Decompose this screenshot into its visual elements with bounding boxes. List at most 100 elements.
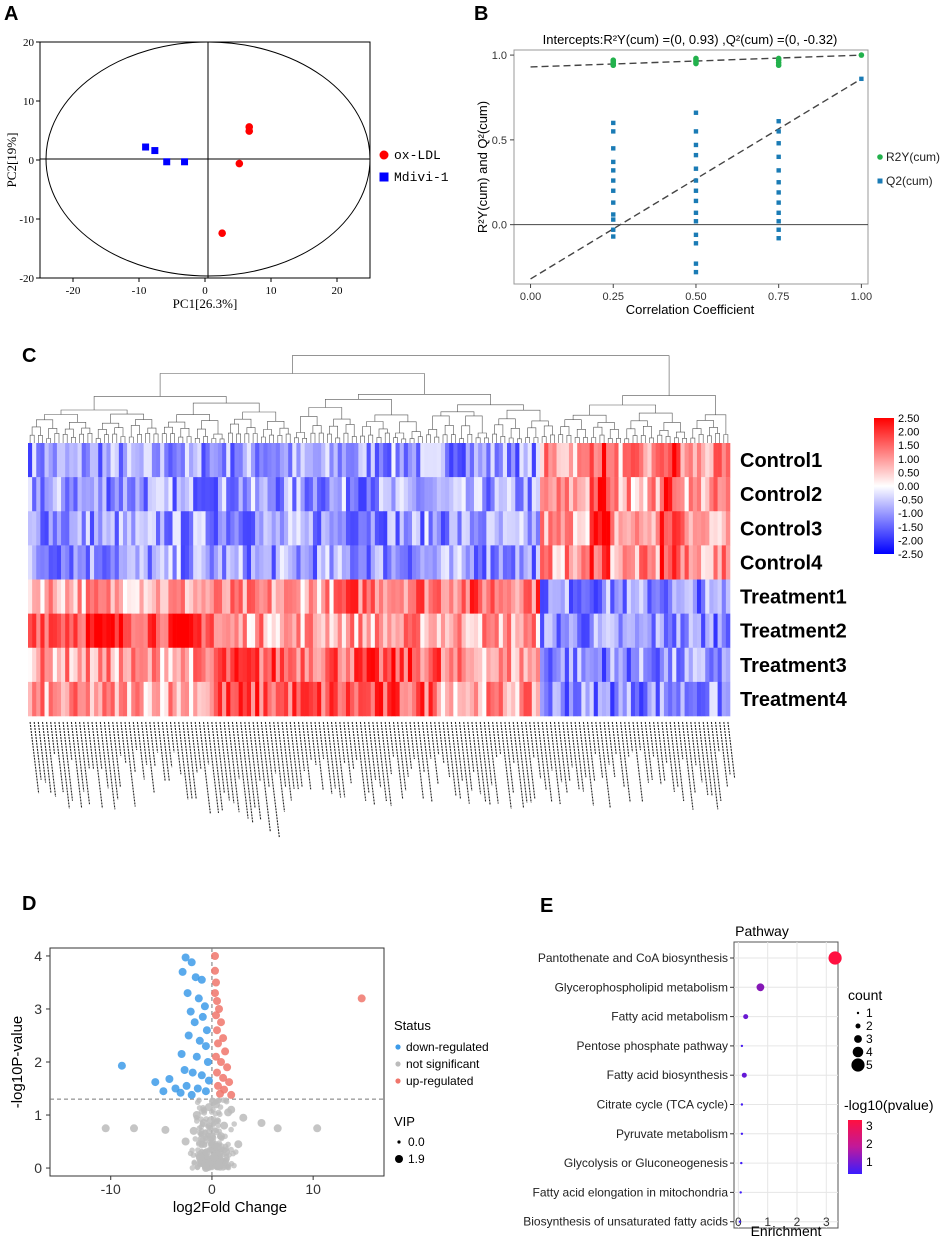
volcano-y-tick-label: 3 [34, 1001, 42, 1017]
metabolite-label-stroke [70, 721, 83, 808]
heatmap-cell [151, 613, 157, 649]
heatmap-cell [213, 545, 219, 580]
heatmap-cell [717, 647, 723, 683]
metabolite-label-stroke [719, 721, 728, 787]
heatmap-cell [271, 613, 277, 649]
heatmap-cell [362, 579, 367, 614]
heatmap-cell [267, 545, 272, 580]
dendrogram-branch [459, 438, 464, 443]
heatmap-cell [713, 681, 718, 717]
volcano-point [219, 1034, 228, 1043]
volcano-point [225, 1078, 234, 1087]
dendrogram-branch [576, 429, 586, 438]
heatmap-cell [222, 647, 227, 683]
heatmap-cell [267, 511, 272, 546]
heatmap-cell [197, 647, 202, 683]
heatmap-cell [383, 681, 388, 717]
heatmap-cell [201, 681, 206, 717]
heatmap-cell [531, 443, 537, 478]
permutation-point [693, 178, 699, 183]
heatmap-cell [589, 579, 595, 614]
dendrogram-branch [409, 438, 415, 443]
heatmap-cell [73, 647, 78, 683]
heatmap-cell [267, 681, 272, 717]
heatmap-cell [197, 443, 202, 478]
heatmap-cell [473, 443, 479, 478]
heatmap-cell [395, 647, 400, 683]
heatmap-cell [127, 511, 132, 546]
heatmap-cell [77, 477, 82, 512]
metabolite-label-stroke [161, 721, 170, 782]
heatmap-cell [317, 477, 322, 512]
heatmap-cell [246, 511, 252, 546]
metabolite-label-stroke [227, 721, 240, 813]
heatmap-cell [597, 477, 603, 512]
volcano-point [214, 1039, 222, 1048]
metabolite-label-stroke [566, 721, 573, 768]
metabolite-label-stroke [516, 721, 528, 803]
heatmap-cell [56, 613, 62, 649]
heatmap-cell [709, 511, 714, 546]
heatmap-cell [655, 647, 661, 683]
metabolite-label-stroke [710, 721, 722, 801]
heatmap-cell [473, 579, 479, 614]
heatmap-cell [696, 681, 702, 717]
heatmap-cell [246, 477, 252, 512]
heatmap-cell [630, 545, 636, 580]
heatmap-cell [374, 579, 380, 614]
heatmap-cell [626, 443, 632, 478]
heatmap-cell [114, 545, 120, 580]
dendrogram-branch [682, 438, 687, 443]
heatmap-cell [379, 647, 384, 683]
heatmap-cell [478, 545, 483, 580]
heatmap-cell [564, 647, 570, 683]
heatmap-cell [180, 511, 186, 546]
pathway-label: Fatty acid biosynthesis [607, 1068, 728, 1082]
heatmap-cell [531, 579, 537, 614]
count-legend-marker [851, 1058, 865, 1072]
permutation-point [776, 227, 781, 232]
metabolite-label-stroke [657, 721, 666, 782]
heatmap-cell [498, 613, 504, 649]
heatmap-cell [416, 511, 421, 546]
heatmap-cell [622, 443, 628, 478]
volcano-legend-marker [395, 1061, 401, 1067]
heatmap-cell [432, 443, 438, 478]
count-legend-marker [855, 1023, 861, 1029]
heatmap-cell [102, 443, 107, 478]
metabolite-label-stroke [669, 721, 679, 788]
heatmap-cell [709, 681, 714, 717]
panel-label-b: B [474, 3, 488, 25]
heatmap-cell [168, 579, 173, 614]
heatmap-cell [122, 511, 128, 546]
heatmap-cell [564, 443, 570, 478]
permutation-point [776, 236, 781, 241]
heatmap-cell [573, 477, 578, 512]
heatmap-cell [507, 511, 512, 546]
heatmap-cell [337, 647, 343, 683]
heatmap-cell [486, 511, 491, 546]
heatmap-cell [696, 545, 702, 580]
volcano-point [187, 958, 196, 967]
heatmap-cell [663, 681, 669, 717]
heatmap-cell [416, 613, 421, 649]
heatmap-cell [461, 443, 467, 478]
heatmap-cell [511, 545, 516, 580]
heatmap-cell [292, 477, 297, 512]
heatmap-cell [432, 613, 438, 649]
pca-legend-label: Mdivi-1 [394, 170, 449, 185]
heatmap-cell [573, 545, 578, 580]
heatmap-cell [366, 681, 372, 717]
volcano-point [215, 1161, 223, 1170]
heatmap-cell [147, 545, 153, 580]
heatmap-cell [453, 545, 458, 580]
heatmap-cell [519, 511, 524, 546]
heatmap-cell [275, 545, 281, 580]
metabolite-label-stroke [50, 721, 56, 754]
heatmap-cell [527, 681, 533, 717]
permutation-x-axis-label: Correlation Coefficient [626, 302, 755, 317]
metabolite-label-stroke [694, 721, 703, 783]
volcano-point [201, 1042, 210, 1051]
dendrogram-branch [54, 433, 60, 443]
metabolite-label-stroke [297, 721, 305, 772]
